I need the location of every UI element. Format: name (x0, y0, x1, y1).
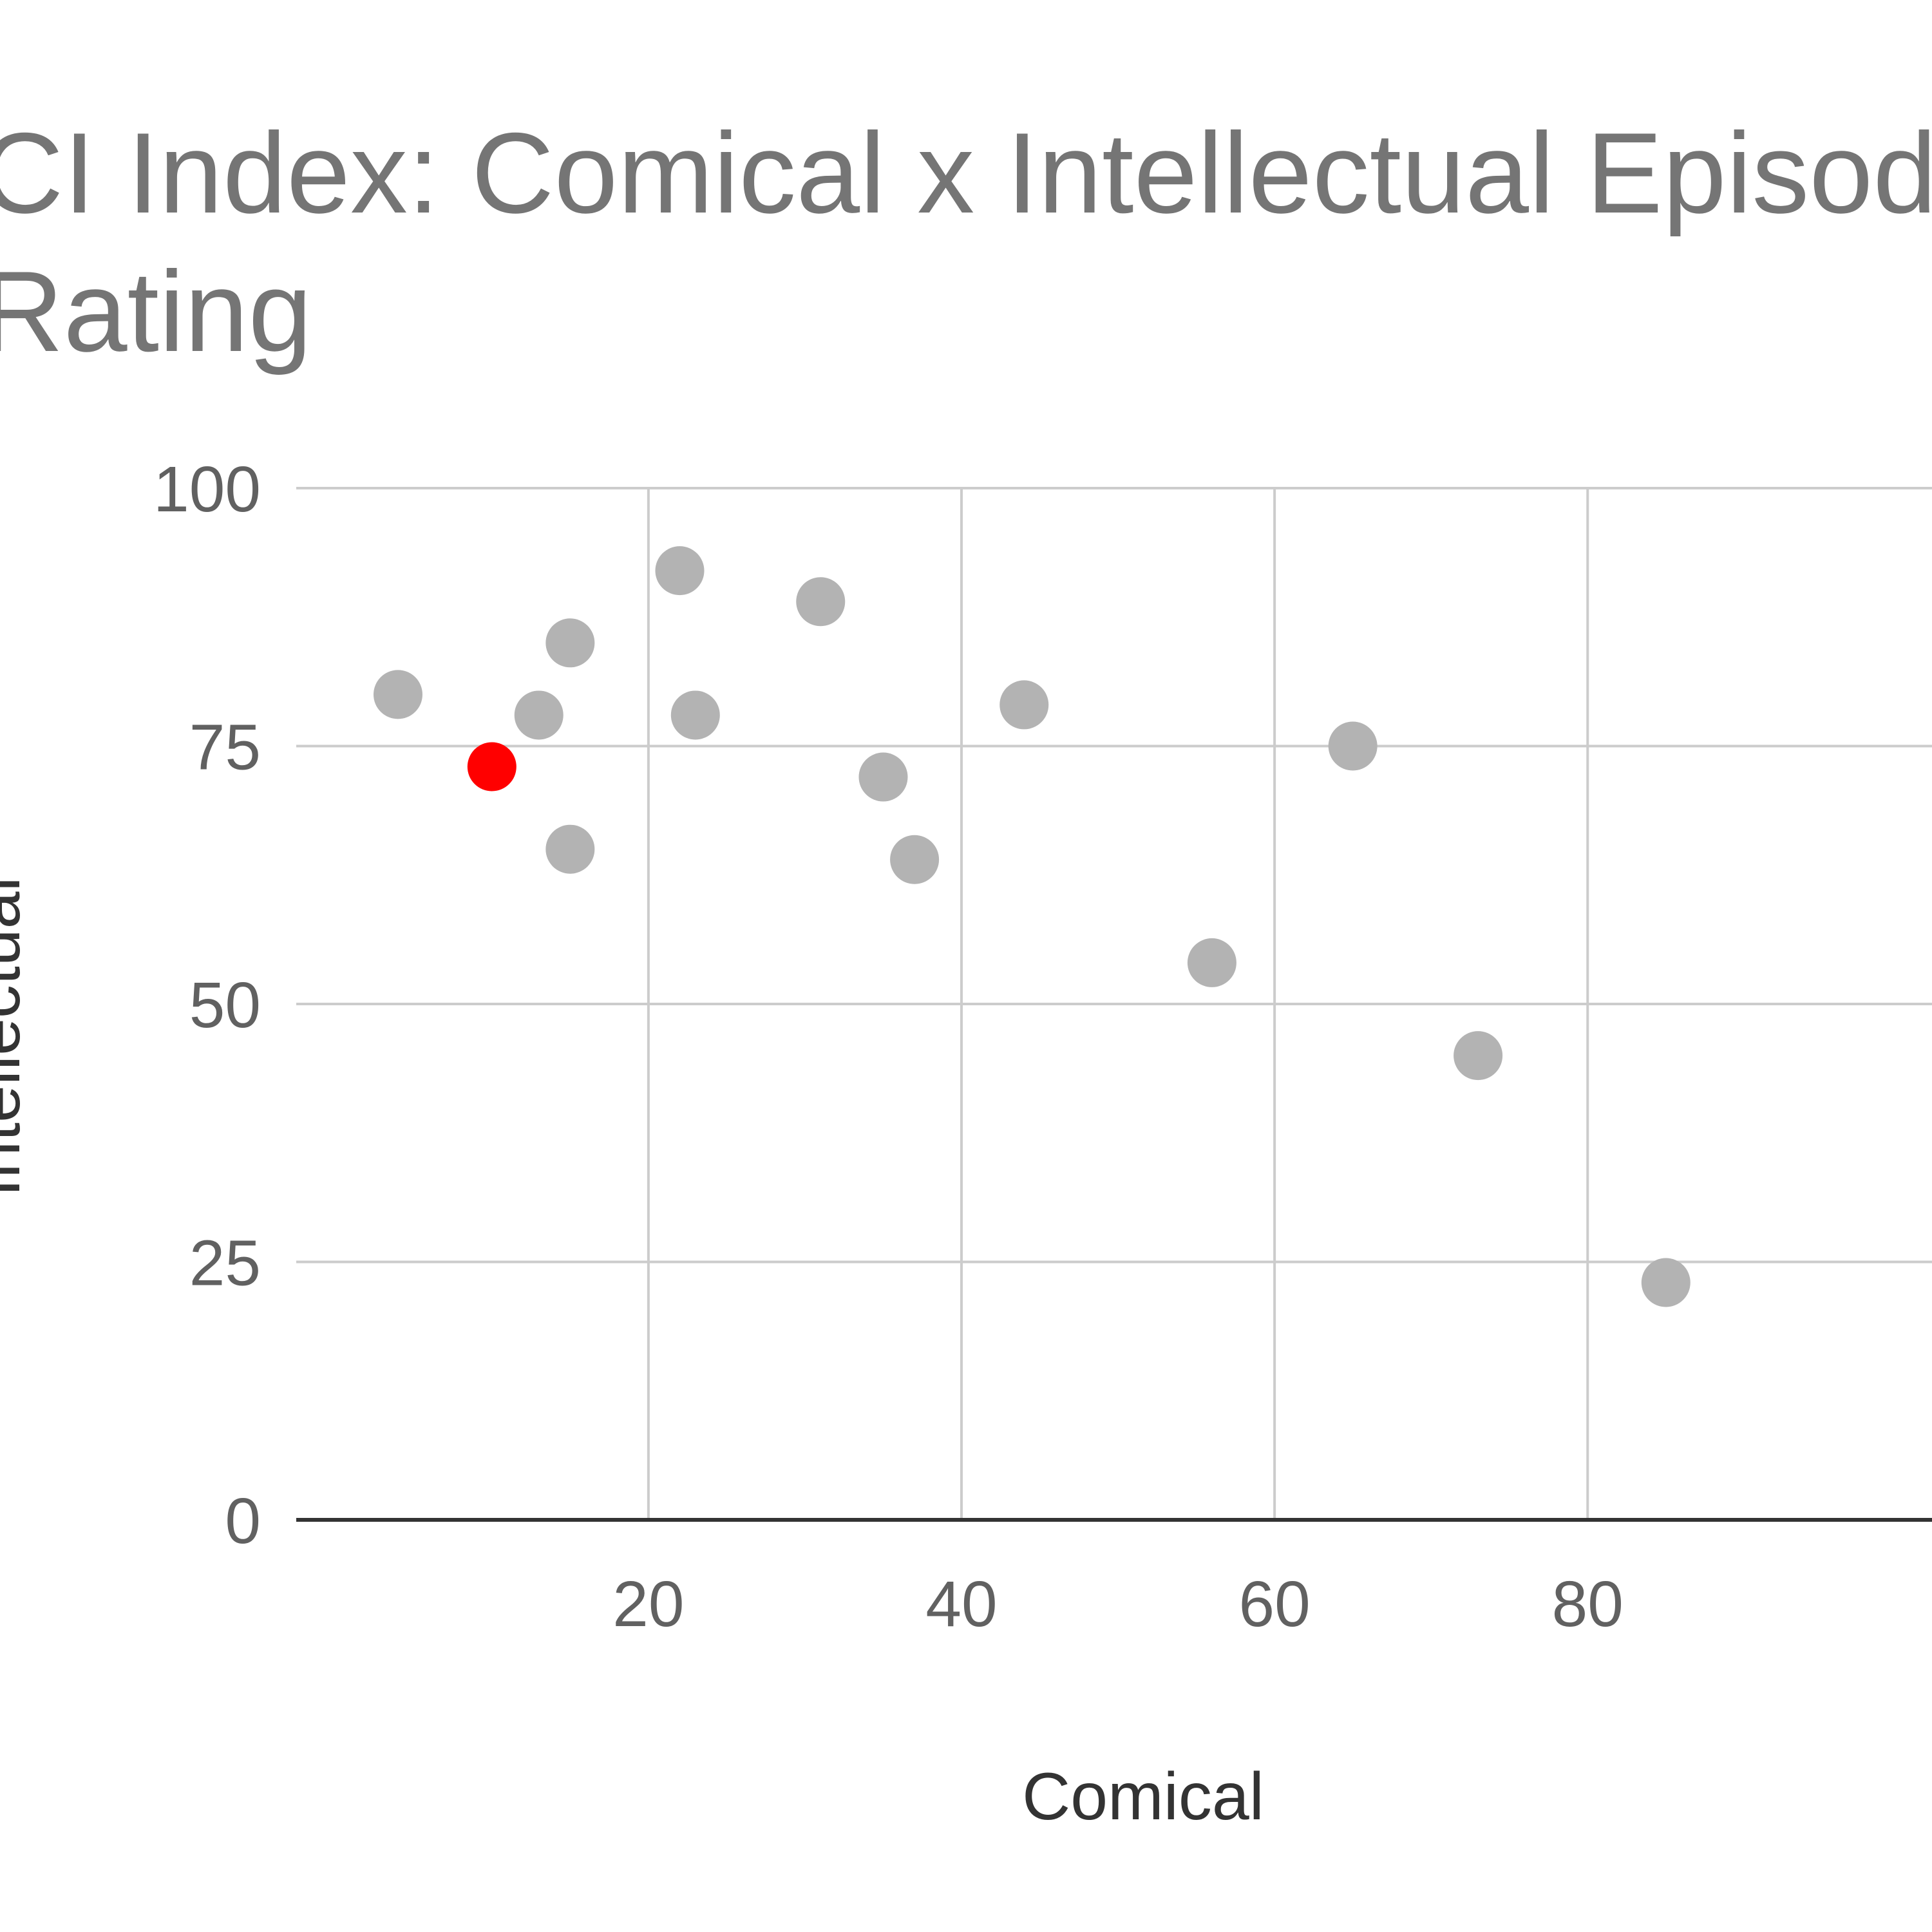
data-point (890, 835, 940, 884)
highlighted-data-point (467, 742, 516, 791)
gridlines (296, 487, 1932, 1520)
x-axis-tick-labels: 20 40 60 80 (612, 1568, 1624, 1640)
y-tick-label: 25 (189, 1227, 261, 1300)
y-tick-label: 75 (189, 712, 261, 784)
y-tick-label: 0 (225, 1485, 261, 1557)
y-tick-label: 50 (189, 969, 261, 1041)
data-point (545, 618, 595, 668)
chart-title-line-1: CI Index: Comical x Intellectual Episode (0, 109, 1932, 237)
data-point (655, 546, 705, 596)
x-axis-title: Comical (1022, 1759, 1264, 1834)
x-tick-label: 60 (1239, 1568, 1311, 1640)
data-point (373, 670, 422, 719)
data-point (545, 824, 595, 874)
data-point (1454, 1031, 1503, 1081)
data-point (1328, 721, 1378, 771)
data-point (670, 690, 720, 740)
chart-title: CI Index: Comical x Intellectual Episode… (0, 109, 1932, 375)
y-axis-title: Intellectual (0, 876, 34, 1197)
data-point (514, 690, 564, 740)
data-point (1187, 938, 1236, 987)
x-tick-label: 40 (925, 1568, 997, 1640)
x-tick-label: 80 (1552, 1568, 1624, 1640)
y-axis-tick-labels: 0 25 50 75 100 (153, 453, 261, 1557)
data-point (1641, 1258, 1690, 1307)
y-tick-label: 100 (153, 453, 261, 526)
x-tick-label: 20 (612, 1568, 684, 1640)
chart-title-line-2: Rating (0, 247, 312, 375)
data-point (796, 577, 846, 627)
data-point (999, 680, 1049, 730)
data-point (858, 752, 908, 802)
data-points (373, 546, 1690, 1307)
